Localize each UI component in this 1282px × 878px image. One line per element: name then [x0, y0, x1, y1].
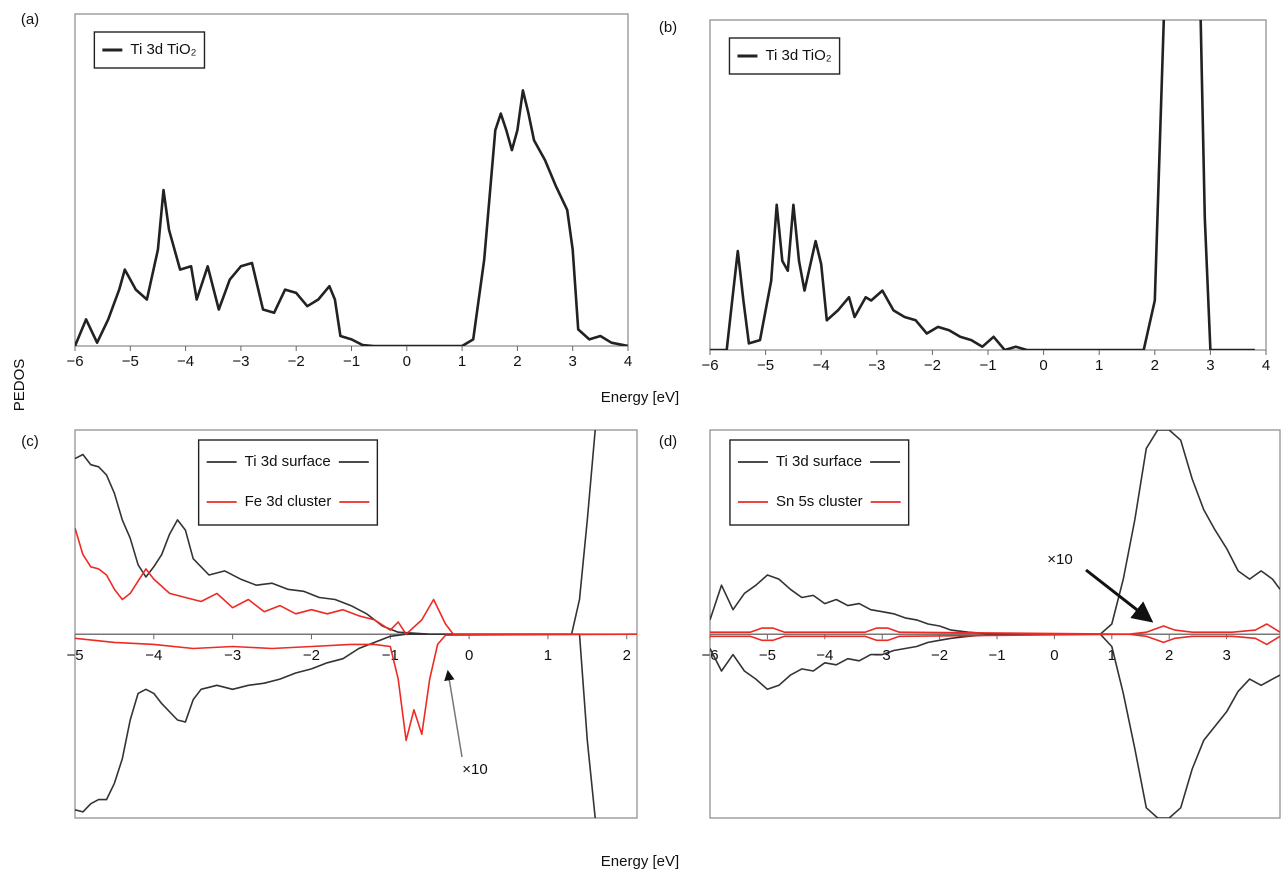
x-tick-label: −3 — [224, 647, 241, 664]
x-tick-label: −2 — [931, 647, 948, 664]
legend-label: Fe 3d cluster — [245, 493, 332, 510]
x-tick-label: 1 — [544, 647, 552, 664]
legend: Ti 3d surface Fe 3d cluster — [197, 439, 379, 526]
legend-box — [729, 439, 910, 526]
plot-area — [710, 430, 1280, 818]
legend: Ti 3d TiO₂ — [728, 37, 841, 75]
x-tick-label: 2 — [513, 353, 521, 370]
series-line — [710, 633, 1280, 818]
x-tick-label: −6 — [66, 353, 83, 370]
x-tick-label: −5 — [759, 647, 776, 664]
x-tick-label: 3 — [569, 353, 577, 370]
x-tick-label: 2 — [1151, 357, 1159, 374]
panel-label: (a) — [21, 11, 39, 28]
panel-label: (b) — [659, 19, 677, 36]
series-line — [75, 527, 637, 635]
x-tick-label: 2 — [623, 647, 631, 664]
legend-label: Ti 3d TiO₂ — [130, 41, 196, 58]
y-axis-label: PEDOS — [11, 359, 28, 412]
x-tick-label: −1 — [382, 647, 399, 664]
series-line — [710, 623, 1280, 635]
x-tick-label: 0 — [465, 647, 473, 664]
panel: (d) −6 −5 −4 −3 −2 −1 0 1 2 3 Ti 3d surface Sn 5s cl… — [659, 429, 1281, 819]
panel-label: (c) — [21, 433, 39, 450]
plot-area — [75, 430, 637, 818]
x-tick-label: 0 — [403, 353, 411, 370]
x-tick-label: 3 — [1206, 357, 1214, 374]
x-tick-label: 0 — [1039, 357, 1047, 374]
x-tick-label: −3 — [868, 357, 885, 374]
x-tick-label: 1 — [458, 353, 466, 370]
panel: (b) −6 −5 −4 −3 −2 −1 0 1 2 3 4 Ti 3d TiO₂ — [659, 19, 1270, 374]
series-line — [710, 633, 1280, 646]
x-tick-label: 4 — [1262, 357, 1270, 374]
x-tick-label: −4 — [816, 647, 833, 664]
x-tick-label: −3 — [874, 647, 891, 664]
x-tick-label: −2 — [303, 647, 320, 664]
x-tick-label: 4 — [624, 353, 632, 370]
series-line — [710, 430, 1280, 635]
x-tick-label: 1 — [1108, 647, 1116, 664]
plot-frame — [709, 429, 1281, 819]
legend: Ti 3d surface Sn 5s cluster — [729, 439, 910, 526]
plot-area — [710, 20, 1255, 350]
x-tick-label: 3 — [1222, 647, 1230, 664]
series-line — [75, 430, 597, 635]
x-tick-label: −1 — [979, 357, 996, 374]
x-tick-label: 2 — [1165, 647, 1173, 664]
x-axis-label: Energy [eV] — [601, 389, 679, 406]
series-line — [75, 89, 628, 346]
x-tick-label: −6 — [701, 647, 718, 664]
legend-box — [197, 439, 379, 526]
x-tick-label: −2 — [924, 357, 941, 374]
x-tick-label: −5 — [757, 357, 774, 374]
x-axis-label: Energy [eV] — [601, 853, 679, 870]
x-tick-label: −1 — [343, 353, 360, 370]
legend: Ti 3d TiO₂ — [93, 31, 206, 69]
panel-label: (d) — [659, 433, 677, 450]
plot-area — [75, 89, 628, 346]
panel: (c) −5 −4 −3 −2 −1 0 1 2 Ti 3d surface Fe 3d clust… — [21, 429, 638, 819]
series-line — [710, 20, 1255, 350]
x-tick-label: −6 — [701, 357, 718, 374]
series-line — [75, 633, 597, 818]
x-tick-label: −4 — [177, 353, 194, 370]
annotation: ×10 — [1047, 551, 1072, 568]
x-tick-label: −4 — [145, 647, 162, 664]
plot-frame — [74, 429, 638, 819]
legend-label: Ti 3d TiO₂ — [765, 47, 831, 64]
series-line — [75, 633, 637, 742]
x-tick-label: −5 — [122, 353, 139, 370]
annotation-arrow — [444, 669, 463, 758]
legend-label: Ti 3d surface — [776, 453, 862, 470]
legend-label: Ti 3d surface — [245, 453, 331, 470]
legend-label: Sn 5s cluster — [776, 493, 863, 510]
panel: (a) −6 −5 −4 −3 −2 −1 0 1 2 3 4 Ti 3d TiO₂ — [21, 11, 632, 370]
x-tick-label: 1 — [1095, 357, 1103, 374]
x-tick-label: −3 — [232, 353, 249, 370]
x-tick-label: −4 — [813, 357, 830, 374]
x-tick-label: −1 — [988, 647, 1005, 664]
annotation-arrow — [1085, 568, 1154, 623]
x-tick-label: −5 — [66, 647, 83, 664]
x-tick-label: −2 — [288, 353, 305, 370]
annotation: ×10 — [462, 761, 487, 778]
x-tick-label: 0 — [1050, 647, 1058, 664]
